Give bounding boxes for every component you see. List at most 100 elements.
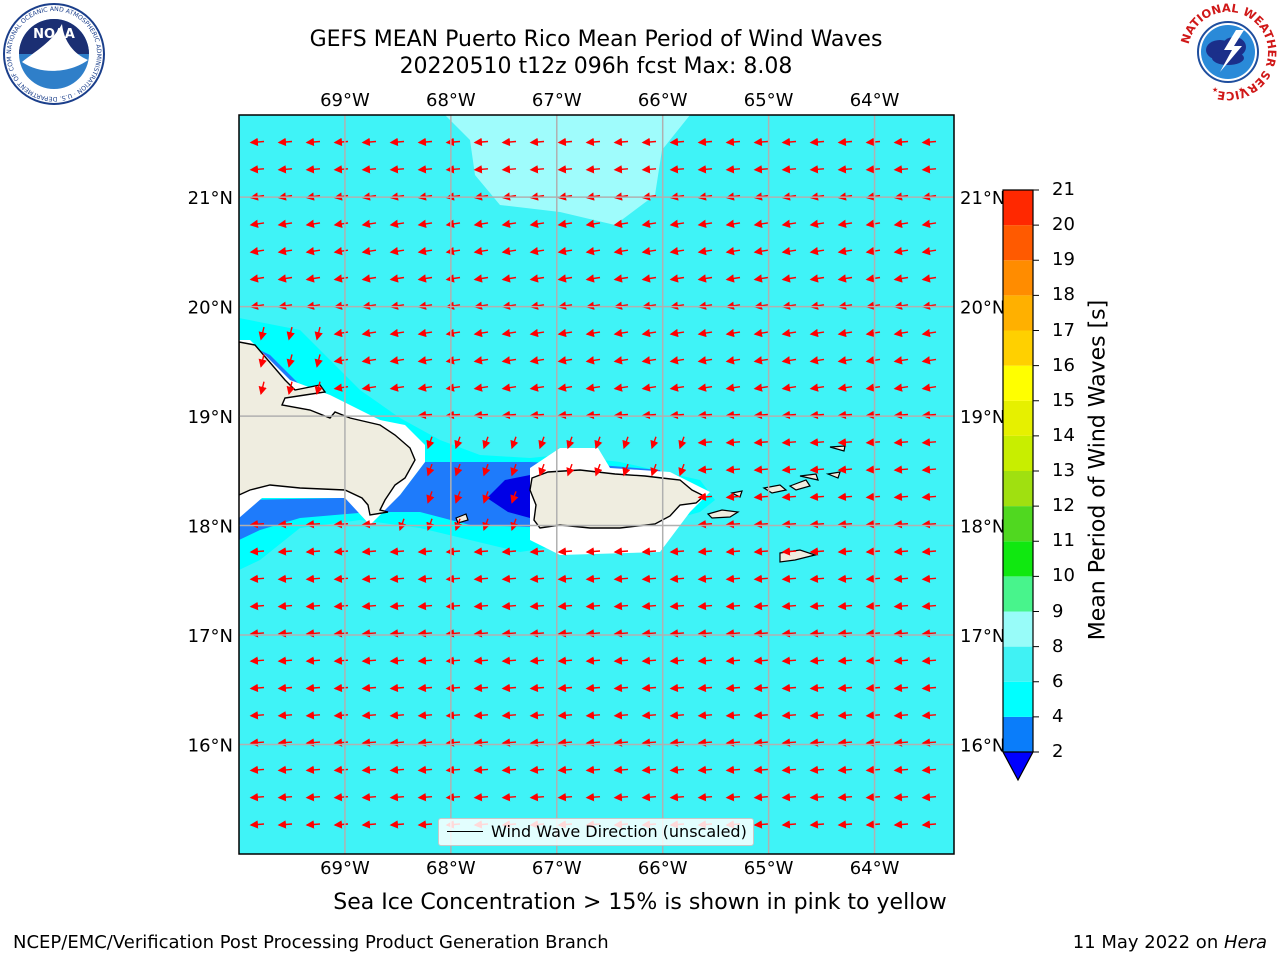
wave-direction-arrow — [529, 137, 545, 147]
wave-direction-arrow — [669, 574, 685, 583]
wave-direction-arrow — [893, 683, 909, 693]
wave-direction-arrow — [893, 519, 909, 529]
wave-direction-arrow — [893, 656, 909, 665]
wave-direction-arrow — [585, 383, 601, 392]
wave-direction-arrow — [697, 165, 713, 174]
wave-direction-arrow — [669, 792, 685, 802]
wave-direction-arrow — [361, 219, 377, 228]
wave-direction-arrow — [697, 792, 713, 802]
latitude-tick-label: 20°N — [188, 298, 233, 319]
wave-direction-arrow — [305, 738, 321, 747]
wave-direction-arrow — [305, 765, 321, 775]
wave-direction-arrow — [865, 711, 881, 720]
wave-direction-arrow — [389, 574, 405, 583]
wave-direction-arrow — [669, 246, 685, 256]
wave-direction-arrow — [865, 383, 881, 392]
wave-direction-arrow — [753, 656, 769, 665]
wave-direction-arrow — [809, 219, 825, 228]
wave-direction-arrow — [865, 246, 881, 256]
wave-direction-arrow — [893, 356, 909, 365]
wave-direction-arrow — [809, 601, 825, 611]
map-frame — [238, 114, 955, 855]
wave-direction-arrow — [893, 165, 909, 174]
wave-direction-arrow — [333, 574, 349, 583]
wave-direction-arrow — [249, 137, 265, 147]
wave-direction-arrow — [781, 738, 797, 747]
wave-direction-arrow — [361, 519, 377, 529]
wave-direction-arrow — [865, 492, 881, 502]
wave-direction-arrow — [249, 601, 265, 611]
wave-direction-arrow — [893, 629, 909, 638]
wave-direction-arrow — [837, 601, 853, 611]
wave-direction-arrow — [510, 491, 519, 504]
wave-direction-arrow — [781, 219, 797, 228]
wave-direction-arrow — [753, 328, 769, 338]
wave-direction-arrow — [669, 274, 685, 283]
wave-direction-arrow — [305, 629, 321, 638]
wave-direction-arrow — [277, 601, 293, 611]
wave-direction-arrow — [837, 765, 853, 775]
wave-direction-arrow — [809, 492, 825, 502]
wave-direction-arrow — [893, 738, 909, 747]
wave-direction-arrow — [417, 683, 433, 693]
wave-direction-arrow — [473, 683, 489, 693]
wave-direction-arrow — [725, 656, 741, 665]
wave-direction-arrow — [613, 137, 629, 147]
wave-direction-arrow — [501, 683, 517, 693]
wave-direction-arrow — [585, 656, 601, 665]
wave-direction-arrow — [753, 792, 769, 802]
wave-direction-arrow — [445, 137, 461, 147]
island — [730, 490, 743, 498]
wave-direction-arrow — [697, 465, 713, 474]
wave-direction-arrow — [725, 683, 741, 693]
wave-direction-arrow — [809, 765, 825, 775]
colorbar-swatch — [1003, 646, 1033, 682]
wave-direction-arrow — [921, 438, 937, 447]
wave-direction-arrow — [865, 328, 881, 338]
wave-direction-arrow — [809, 438, 825, 447]
longitude-tick-label: 67°W — [532, 858, 582, 879]
wave-direction-arrow — [305, 165, 321, 174]
wave-direction-arrow — [473, 738, 489, 747]
wave-direction-arrow — [641, 792, 657, 802]
wave-direction-arrow — [333, 601, 349, 611]
wave-direction-arrow — [417, 547, 433, 556]
wave-direction-arrow — [809, 274, 825, 283]
wave-direction-arrow — [333, 246, 349, 256]
wave-direction-arrow — [613, 601, 629, 611]
wave-direction-arrow — [753, 601, 769, 611]
wave-direction-arrow — [333, 547, 349, 556]
wave-direction-arrow — [557, 601, 573, 611]
wave-direction-arrow — [557, 574, 573, 583]
wave-direction-arrow — [697, 219, 713, 228]
wave-direction-arrow — [277, 219, 293, 228]
wave-direction-arrow — [697, 629, 713, 638]
wave-direction-arrow — [361, 165, 377, 174]
colorbar-swatch — [1003, 541, 1033, 577]
wave-direction-arrow — [305, 820, 321, 829]
star-icon: ★ — [1238, 86, 1244, 94]
colorbar-tick-label: 14 — [1052, 424, 1075, 446]
wave-direction-arrow — [641, 683, 657, 693]
wave-direction-arrow — [697, 711, 713, 720]
wave-direction-arrow — [529, 383, 545, 392]
wave-direction-arrow — [426, 436, 435, 450]
wave-direction-arrow — [305, 547, 321, 556]
longitude-tick-label: 69°W — [320, 858, 370, 879]
wave-direction-arrow — [361, 383, 377, 392]
wave-direction-arrow — [333, 656, 349, 665]
wave-direction-arrow — [249, 274, 265, 283]
wave-direction-arrow — [566, 436, 575, 450]
wave-direction-arrow — [725, 438, 741, 447]
wave-direction-arrow — [837, 629, 853, 638]
wave-direction-arrow — [277, 656, 293, 665]
wave-direction-arrow — [501, 165, 517, 174]
wave-direction-arrow — [725, 738, 741, 747]
wave-direction-arrow — [445, 738, 461, 747]
latitude-tick-label: 18°N — [960, 517, 1005, 538]
wave-direction-arrow — [753, 574, 769, 583]
wave-direction-arrow — [669, 601, 685, 611]
wave-direction-arrow — [781, 792, 797, 802]
wave-direction-arrow — [669, 656, 685, 665]
wave-direction-arrow — [426, 463, 435, 477]
